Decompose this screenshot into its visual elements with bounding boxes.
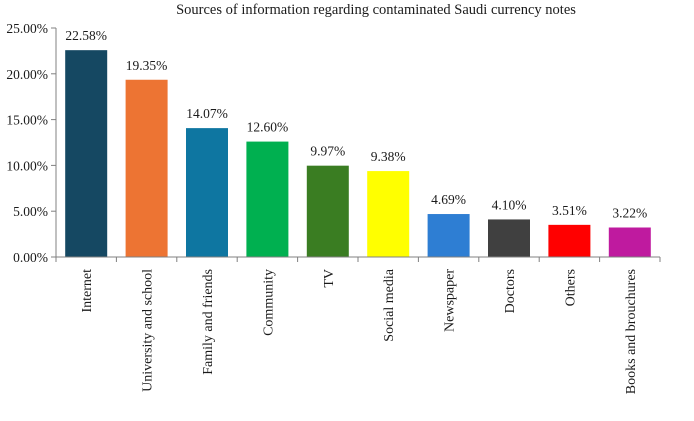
data-label: 3.22% [612,206,647,221]
data-label: 14.07% [186,106,228,121]
data-label: 22.58% [65,28,107,43]
data-label: 19.35% [126,58,168,73]
bar [186,128,228,257]
bar [65,50,108,257]
bar [548,224,591,257]
category-label: Doctors [503,269,518,313]
bar [608,227,651,257]
category-label: Social media [382,268,397,341]
category-label: Family and friends [201,269,216,375]
data-label: 9.97% [310,144,345,159]
category-label: TV [322,269,337,288]
bars [65,50,651,257]
data-label: 4.69% [431,192,466,207]
y-tick-label: 25.00% [6,21,48,36]
category-label: Books and brouchures [624,269,639,394]
data-labels: 22.58% 19.35% 14.07% 12.60% 9.97% 9.38% 4.69% 4… [65,28,647,220]
y-tick-label: 5.00% [13,204,48,219]
y-tick-label: 15.00% [6,113,48,128]
bar [125,79,168,257]
category-labels: Internet University and school Family and … [80,268,639,394]
category-label: Internet [80,269,95,313]
chart-title: Sources of information regarding contami… [176,2,576,18]
y-tick-label: 10.00% [6,158,48,173]
data-label: 12.60% [247,120,289,135]
data-label: 9.38% [371,149,406,164]
data-label: 4.10% [492,197,527,212]
y-tick-label: 20.00% [6,67,48,82]
y-tick-label: 0.00% [13,250,48,265]
y-axis-ticks: 0.00% 5.00% 10.00% 15.00% 20.00% 25.00% [6,21,661,265]
bar [367,171,410,257]
category-label: Community [261,269,276,336]
bar [488,219,530,257]
category-label: Newspaper [443,269,458,332]
bar [306,165,349,257]
bar [427,214,470,257]
category-label: University and school [141,269,156,392]
category-label: Others [563,269,578,306]
data-label: 3.51% [552,203,587,218]
bar [246,141,289,257]
